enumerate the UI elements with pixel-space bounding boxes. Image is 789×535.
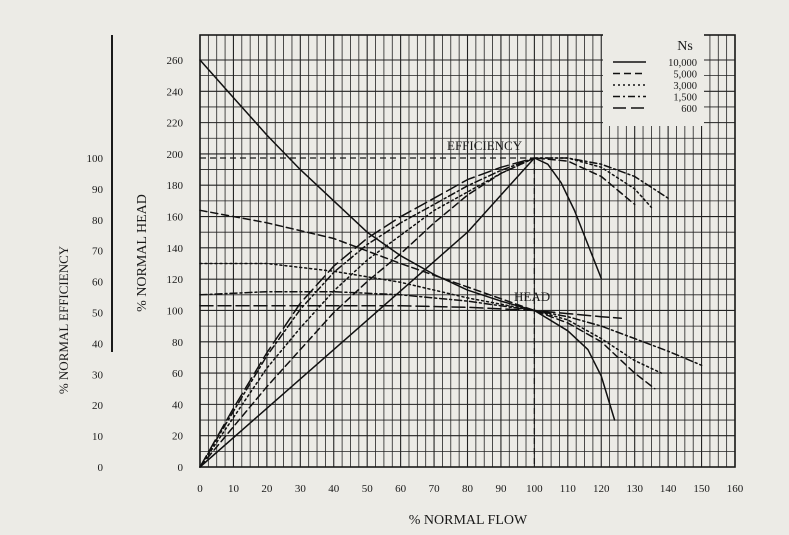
efficiency-tick-label: 30 bbox=[92, 369, 104, 381]
head-tick-label: 0 bbox=[178, 462, 184, 474]
head-tick-label: 100 bbox=[167, 305, 184, 317]
x-tick-label: 110 bbox=[560, 483, 577, 495]
efficiency-tick-labels: 0 10 20 30 40 50 60 70 80 90 100 bbox=[87, 153, 104, 474]
efficiency-tick-label: 40 bbox=[92, 338, 104, 350]
x-tick-label: 80 bbox=[462, 483, 474, 495]
head-tick-label: 60 bbox=[172, 368, 184, 380]
legend-box bbox=[603, 34, 704, 126]
x-tick-label: 20 bbox=[261, 483, 273, 495]
efficiency-curve-600 bbox=[199, 157, 536, 468]
efficiency-axis-label: % NORMAL EFFICIENCY bbox=[56, 245, 71, 394]
x-tick-label: 130 bbox=[626, 483, 643, 495]
curves-layer bbox=[199, 59, 703, 468]
x-tick-label: 60 bbox=[395, 483, 407, 495]
head-tick-label: 40 bbox=[172, 399, 184, 411]
efficiency-tick-label: 10 bbox=[92, 431, 104, 443]
efficiency-annotation: EFFICIENCY bbox=[447, 138, 523, 153]
efficiency-curve-1500 bbox=[199, 157, 669, 468]
head-axis-label: % NORMAL HEAD bbox=[135, 194, 150, 312]
legend-label: 3,000 bbox=[673, 81, 697, 92]
x-tick-label: 120 bbox=[593, 483, 610, 495]
head-tick-label: 140 bbox=[167, 243, 184, 255]
head-tick-label: 240 bbox=[167, 86, 184, 98]
efficiency-tick-label: 70 bbox=[92, 246, 104, 258]
head-tick-label: 220 bbox=[167, 118, 184, 130]
legend-label: 1,500 bbox=[673, 93, 697, 104]
x-tick-label: 90 bbox=[495, 483, 507, 495]
x-tick-label: 50 bbox=[362, 483, 374, 495]
head-tick-labels: 0 20 40 60 80 100 120 140 160 180 200 220 240 260 bbox=[167, 55, 184, 474]
x-tick-label: 30 bbox=[295, 483, 307, 495]
efficiency-tick-label: 20 bbox=[92, 400, 104, 412]
efficiency-tick-label: 60 bbox=[92, 277, 104, 289]
x-tick-label: 0 bbox=[197, 483, 203, 495]
legend-label: 10,000 bbox=[668, 58, 697, 69]
head-tick-label: 260 bbox=[167, 55, 184, 67]
legend-title: Ns bbox=[677, 39, 693, 54]
head-annotation: HEAD bbox=[514, 289, 550, 304]
efficiency-tick-label: 0 bbox=[98, 462, 104, 474]
head-tick-label: 160 bbox=[167, 212, 184, 224]
legend-label: 600 bbox=[681, 104, 697, 115]
efficiency-curve-5000 bbox=[199, 157, 636, 468]
head-tick-label: 20 bbox=[172, 431, 184, 443]
head-curve-5000 bbox=[199, 209, 656, 390]
x-tick-label: 10 bbox=[228, 483, 240, 495]
reference-lines bbox=[200, 157, 536, 467]
head-curve-3000 bbox=[199, 262, 663, 374]
plot-frame bbox=[199, 34, 736, 468]
head-tick-label: 120 bbox=[167, 274, 184, 286]
efficiency-tick-label: 50 bbox=[92, 308, 104, 320]
efficiency-tick-label: 90 bbox=[92, 184, 104, 196]
x-tick-label: 160 bbox=[727, 483, 744, 495]
x-tick-labels: 0 10 20 30 40 50 60 70 80 90 100 110 120 130 140 150 160 bbox=[197, 483, 744, 495]
efficiency-tick-label: 100 bbox=[87, 153, 104, 165]
legend-label: 5,000 bbox=[673, 70, 697, 81]
efficiency-tick-label: 80 bbox=[92, 215, 104, 227]
head-tick-label: 80 bbox=[172, 337, 184, 349]
x-tick-label: 40 bbox=[328, 483, 340, 495]
head-curve-600 bbox=[199, 305, 623, 320]
x-tick-label: 150 bbox=[693, 483, 710, 495]
x-tick-label: 70 bbox=[429, 483, 441, 495]
x-axis-label: % NORMAL FLOW bbox=[409, 513, 528, 528]
x-tick-label: 100 bbox=[526, 483, 543, 495]
efficiency-curve-3000 bbox=[199, 157, 653, 468]
head-tick-label: 180 bbox=[167, 180, 184, 192]
head-tick-label: 200 bbox=[167, 149, 184, 161]
x-tick-label: 140 bbox=[660, 483, 677, 495]
